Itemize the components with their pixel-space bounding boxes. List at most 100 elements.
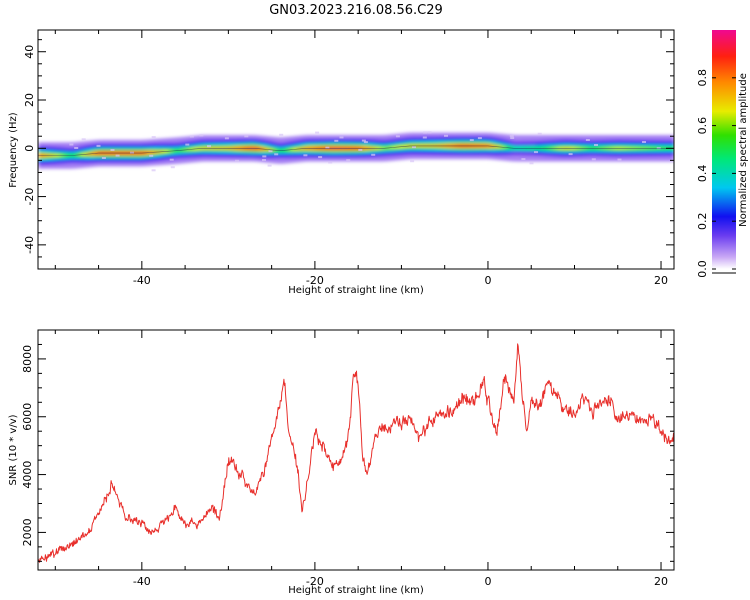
x-tick-label: -40 — [133, 274, 151, 287]
colorbar-gradient — [712, 30, 736, 269]
spectrogram-speckle — [642, 141, 646, 143]
spectrogram-speckle — [423, 131, 428, 134]
x-tick-label: -40 — [133, 575, 151, 588]
y-tick-label: 4000 — [21, 461, 34, 489]
colorbar-tick-label: 0.4 — [696, 165, 709, 183]
spectrogram-speckle — [395, 135, 400, 138]
y-tick-label: 2000 — [21, 518, 34, 546]
spectrogram-speckle — [346, 159, 351, 162]
spectrogram-speckle — [151, 136, 156, 139]
spectrogram-speckle — [207, 145, 211, 148]
spectrogram-speckle — [325, 146, 330, 149]
colorbar: 0.0 0.2 0.4 0.6 0.8 Normalized spectral ampl… — [696, 30, 749, 278]
spectrogram-speckle — [101, 157, 106, 159]
spectrogram-speckle — [262, 155, 267, 158]
spectrogram-speckle — [267, 164, 272, 167]
spectrogram-x-ticks: -40 -20 0 20 — [54, 30, 668, 287]
spectrogram-speckle — [96, 144, 101, 147]
x-tick-label: -20 — [306, 575, 324, 588]
spectrogram-speckle — [185, 143, 190, 146]
spectrogram-speckle — [371, 153, 376, 156]
y-tick-label: -40 — [23, 236, 36, 254]
spectrogram-speckle — [521, 158, 526, 161]
spectrogram-speckle — [412, 146, 416, 149]
spectrogram-speckle — [69, 143, 74, 146]
spectrogram-speckle — [358, 148, 363, 151]
spectrogram-speckle — [509, 135, 514, 137]
spectrogram-speckle — [149, 154, 154, 157]
spectrogram-panel: -40 -20 0 20 40 20 0 -20 -40 Height of straight… — [8, 29, 675, 296]
spectrogram-speckle — [110, 149, 115, 151]
y-tick-label: -20 — [23, 188, 36, 206]
snr-y-axis-label: SNR (10 * v/v) — [8, 414, 19, 485]
colorbar-tick-label: 0.2 — [696, 212, 709, 230]
spectrogram-speckle — [274, 153, 279, 156]
spectrogram-speckle — [568, 153, 573, 156]
spectrogram-speckle — [617, 158, 622, 161]
spectrogram-speckle — [318, 156, 323, 159]
y-tick-label: 6000 — [21, 403, 34, 431]
colorbar-ticks: 0.0 0.2 0.4 0.6 0.8 — [696, 69, 736, 278]
spectrogram-speckle — [334, 139, 339, 142]
spectrogram-speckle — [262, 159, 266, 161]
spectrogram-speckle — [199, 134, 204, 137]
snr-y-ticks: 2000 4000 6000 8000 — [21, 329, 674, 562]
spectrogram-speckle — [363, 141, 368, 144]
spectrogram-speckle — [81, 138, 86, 141]
spectrogram-speckle — [510, 137, 515, 139]
snr-x-axis-label: Height of straight line (km) — [288, 585, 424, 596]
colorbar-label: Normalized spectral amplitude — [738, 73, 749, 227]
x-tick-label: 0 — [484, 274, 491, 287]
spectrogram-plot-frame — [37, 29, 675, 270]
spectrogram-heatmap — [38, 131, 674, 172]
spectrogram-speckle — [115, 154, 120, 157]
spectrogram-speckle — [444, 134, 448, 137]
spectrogram-ridge — [38, 145, 674, 156]
x-tick-label: 20 — [654, 575, 668, 588]
colorbar-tick-label: 0.0 — [696, 260, 709, 278]
spectrogram-speckle — [591, 158, 596, 161]
spectrogram-speckle — [427, 131, 432, 134]
spectrogram-speckle — [303, 154, 308, 157]
x-tick-label: 20 — [654, 274, 668, 287]
spectrogram-speckle — [315, 131, 320, 134]
spectrogram-speckle — [339, 136, 344, 139]
snr-x-ticks: -40 -20 0 20 — [54, 330, 668, 588]
y-tick-label: 40 — [23, 45, 36, 59]
x-tick-label: -20 — [306, 274, 324, 287]
snr-series-line — [38, 343, 674, 563]
spectrogram-speckle — [169, 158, 174, 161]
spectrogram-speckle — [534, 151, 538, 154]
spectrogram-y-axis-label: Frequency (Hz) — [8, 112, 19, 188]
spectrogram-speckle — [235, 159, 239, 162]
spectrogram-speckle — [74, 147, 79, 149]
spectrogram-x-axis-label: Height of straight line (km) — [288, 285, 424, 296]
spectrogram-speckle — [170, 166, 175, 169]
y-tick-label: 20 — [23, 93, 36, 107]
spectrogram-speckle — [268, 150, 273, 153]
figure-title: GN03.2023.216.08.56.C29 — [269, 3, 443, 18]
spectrogram-y-ticks: 40 20 0 -20 -40 — [23, 39, 674, 270]
spectrogram-speckle — [151, 169, 156, 172]
spectrogram-speckle — [477, 137, 482, 140]
y-tick-label: 0 — [23, 145, 36, 152]
spectrogram-speckle — [585, 139, 590, 141]
colorbar-tick-label: 0.8 — [696, 69, 709, 87]
spectrogram-speckle — [189, 135, 194, 138]
spectrogram-speckle — [224, 137, 229, 140]
spectrogram-speckle — [244, 135, 249, 138]
spectrogram-speckle — [410, 160, 415, 163]
x-tick-label: 0 — [484, 575, 491, 588]
snr-plot-frame — [37, 329, 675, 571]
spectrogram-speckle — [279, 133, 284, 136]
spectrogram-speckle — [130, 151, 134, 154]
y-tick-label: 8000 — [21, 345, 34, 373]
snr-panel: -40 -20 0 20 2000 4000 6000 8000 Height of str… — [8, 329, 675, 596]
spectrogram-speckle — [469, 139, 474, 142]
spectrogram-speckle — [361, 139, 366, 142]
colorbar-tick-label: 0.6 — [696, 117, 709, 135]
spectrogram-speckle — [537, 132, 542, 135]
spectrogram-speckle — [529, 162, 534, 165]
spectrogram-speckle — [328, 161, 333, 164]
